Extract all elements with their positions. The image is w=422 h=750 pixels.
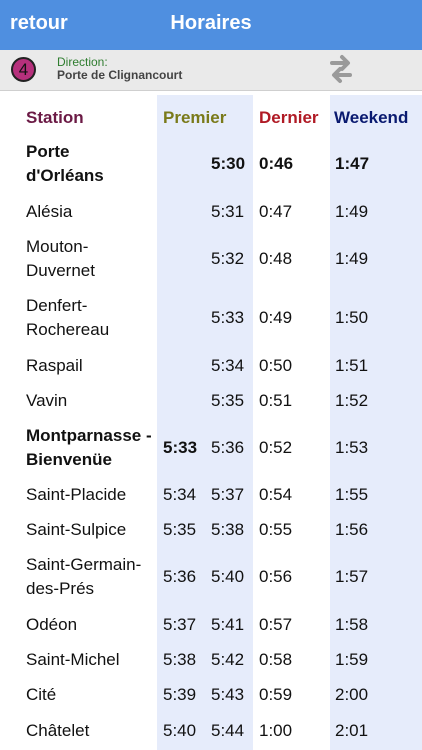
weekend-time: 1:58 — [335, 615, 369, 634]
header-station: Station — [26, 108, 84, 127]
station-name: Saint-Placide — [26, 485, 127, 504]
premier-alt-time: 5:33 — [163, 438, 198, 457]
dernier-time: 0:57 — [259, 615, 293, 634]
weekend-time: 1:49 — [335, 202, 369, 221]
header-premier: Premier — [163, 108, 227, 127]
premier-time: 5:37 — [211, 485, 245, 504]
premier-alt-time: 5:40 — [163, 721, 197, 740]
direction-label: Direction: — [57, 55, 108, 69]
premier-time: 5:34 — [211, 356, 245, 375]
station-name: Cité — [26, 685, 57, 704]
weekend-time: 1:52 — [335, 391, 369, 410]
dernier-time: 0:48 — [259, 249, 293, 268]
premier-time: 5:40 — [211, 567, 245, 586]
station-name: Alésia — [26, 202, 73, 221]
dernier-time: 0:59 — [259, 685, 293, 704]
premier-time: 5:35 — [211, 391, 245, 410]
premier-time: 5:41 — [211, 615, 245, 634]
weekend-time: 1:47 — [335, 154, 370, 173]
weekend-time: 2:01 — [335, 721, 369, 740]
dernier-time: 1:00 — [259, 721, 293, 740]
premier-time: 5:44 — [211, 721, 245, 740]
premier-time: 5:31 — [211, 202, 245, 221]
station-name: Raspail — [26, 356, 83, 375]
weekend-time: 1:50 — [335, 308, 369, 327]
dernier-time: 0:50 — [259, 356, 293, 375]
direction-value: Porte de Clignancourt — [57, 68, 183, 82]
weekend-time: 1:56 — [335, 520, 369, 539]
premier-alt-time: 5:39 — [163, 685, 197, 704]
premier-time: 5:36 — [211, 438, 245, 457]
line-number-badge: 4 — [11, 57, 36, 82]
dernier-time: 0:54 — [259, 485, 293, 504]
station-name: Vavin — [26, 391, 68, 410]
station-name: Saint-Sulpice — [26, 520, 127, 539]
station-name: Denfert-Rochereau — [26, 296, 110, 339]
weekend-time: 2:00 — [335, 685, 369, 704]
nav-bar: retour Horaires — [0, 0, 422, 50]
weekend-time: 1:55 — [335, 485, 369, 504]
premier-time: 5:33 — [211, 308, 245, 327]
back-button[interactable]: retour — [10, 12, 68, 34]
dernier-time: 0:55 — [259, 520, 293, 539]
dernier-time: 0:52 — [259, 438, 293, 457]
direction-bar — [0, 50, 422, 91]
dernier-time: 0:51 — [259, 391, 293, 410]
premier-time: 5:30 — [211, 154, 246, 173]
premier-time: 5:32 — [211, 249, 245, 268]
premier-time: 5:43 — [211, 685, 245, 704]
weekend-time: 1:49 — [335, 249, 369, 268]
premier-alt-time: 5:37 — [163, 615, 197, 634]
dernier-time: 0:46 — [259, 154, 294, 173]
header-weekend: Weekend — [334, 108, 409, 127]
weekend-time: 1:51 — [335, 356, 369, 375]
dernier-time: 0:58 — [259, 650, 293, 669]
premier-alt-time: 5:34 — [163, 485, 197, 504]
swap-arrows-icon[interactable] — [328, 54, 354, 84]
weekend-time: 1:53 — [335, 438, 369, 457]
dernier-time: 0:56 — [259, 567, 293, 586]
weekend-time: 1:57 — [335, 567, 369, 586]
station-name: Saint-Germain-des-Prés — [26, 555, 142, 598]
premier-time: 5:38 — [211, 520, 245, 539]
dernier-time: 0:47 — [259, 202, 293, 221]
weekend-column-background — [330, 95, 422, 750]
station-name: Saint-Michel — [26, 650, 120, 669]
premier-time: 5:42 — [211, 650, 245, 669]
weekend-time: 1:59 — [335, 650, 369, 669]
header-dernier: Dernier — [259, 108, 319, 127]
station-name: Mouton-Duvernet — [26, 237, 95, 280]
station-name: Montparnasse - Bienvenüe — [26, 426, 152, 469]
premier-column-background — [157, 95, 253, 750]
station-name: Odéon — [26, 615, 78, 634]
page-title: Horaires — [170, 12, 252, 34]
premier-alt-time: 5:38 — [163, 650, 197, 669]
dernier-time: 0:49 — [259, 308, 293, 327]
premier-alt-time: 5:35 — [163, 520, 197, 539]
premier-alt-time: 5:36 — [163, 567, 197, 586]
station-name: Porte d'Orléans — [26, 142, 104, 185]
station-name: Châtelet — [26, 721, 90, 740]
